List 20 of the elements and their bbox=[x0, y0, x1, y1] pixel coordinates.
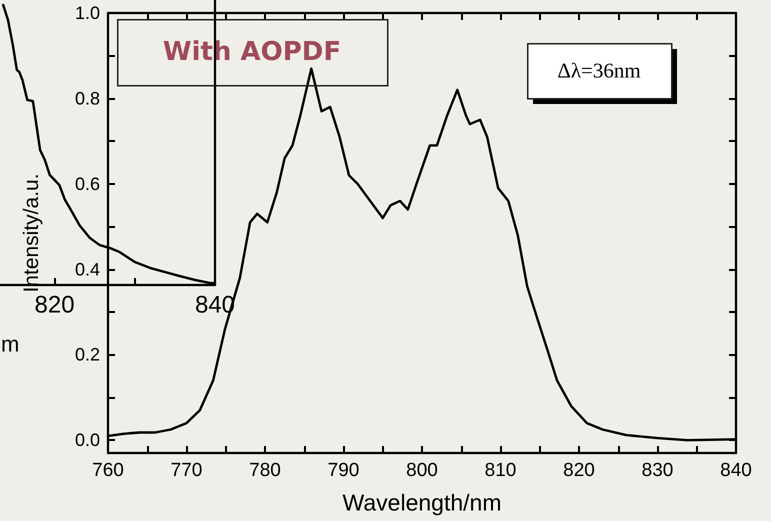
y-tick-label: 0.2 bbox=[74, 344, 100, 365]
y-tick-label: 1.0 bbox=[74, 3, 100, 23]
x-axis-title: Wavelength/nm bbox=[342, 490, 502, 516]
x-tick-label: 820 bbox=[563, 460, 595, 481]
x-tick-label: 770 bbox=[170, 460, 202, 481]
x-tick-label: 810 bbox=[484, 460, 516, 481]
x-tick-label: 800 bbox=[406, 460, 438, 481]
y-axis-title: Intensity/a.u. bbox=[20, 173, 43, 293]
x-tick-label: 840 bbox=[720, 460, 752, 481]
y-tick-label: 0.4 bbox=[74, 259, 100, 280]
x-tick-label: 830 bbox=[642, 460, 674, 481]
y-tick-label: 0.8 bbox=[74, 88, 100, 108]
x-tick-label: 820 bbox=[34, 292, 75, 318]
annotation: Δλ=36nm bbox=[557, 58, 641, 82]
x-axis-title: m bbox=[1, 332, 20, 356]
x-tick-label: 790 bbox=[328, 460, 360, 481]
y-tick-label: 0.6 bbox=[74, 174, 100, 194]
x-tick-label: 780 bbox=[249, 460, 281, 481]
y-tick-label: 0.0 bbox=[74, 430, 100, 450]
x-tick-label: 760 bbox=[92, 460, 124, 481]
